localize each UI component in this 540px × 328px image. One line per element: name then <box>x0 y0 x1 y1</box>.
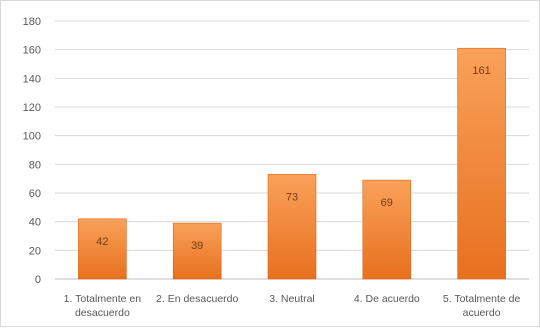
x-category-label-4: 4. De acuerdo <box>354 293 420 305</box>
x-category-label-2: 2. En desacuerdo <box>156 293 238 305</box>
bars <box>78 47 506 280</box>
x-category-label-1: desacuerdo <box>75 307 130 319</box>
data-label-5: 161 <box>472 65 490 77</box>
data-label-3: 73 <box>286 191 298 203</box>
x-category-label-5: acuerdo <box>463 307 501 319</box>
bar-2 <box>172 222 222 280</box>
bar-1 <box>78 218 127 280</box>
y-tick-label: 160 <box>23 45 41 57</box>
y-tick-label: 100 <box>23 131 41 143</box>
y-tick-label: 60 <box>29 188 41 200</box>
y-tick-label: 120 <box>23 102 41 114</box>
y-tick-label: 20 <box>29 245 41 257</box>
x-axis-category-labels: 1. Totalmente en desacuerdo 2. En desacuer… <box>64 293 521 319</box>
data-label-1: 42 <box>96 236 108 248</box>
y-tick-label: 180 <box>23 16 41 28</box>
data-label-4: 69 <box>381 197 393 209</box>
bar-3 <box>267 174 317 280</box>
y-tick-label: 0 <box>35 274 41 286</box>
bar-5 <box>457 47 506 280</box>
data-label-2: 39 <box>191 240 203 252</box>
y-tick-label: 80 <box>29 159 41 171</box>
gridlines <box>55 20 529 280</box>
y-tick-label: 40 <box>29 217 41 229</box>
x-category-label-5: 5. Totalmente de <box>443 293 521 305</box>
x-category-label-3: 3. Neutral <box>269 293 315 305</box>
x-category-label-1: 1. Totalmente en <box>64 293 142 305</box>
bar-4 <box>362 179 412 280</box>
y-axis-tick-labels: 0 20 40 60 80 100 120 140 160 180 <box>23 16 41 286</box>
data-labels: 42 39 73 69 161 <box>96 65 491 252</box>
y-tick-label: 140 <box>23 73 41 85</box>
